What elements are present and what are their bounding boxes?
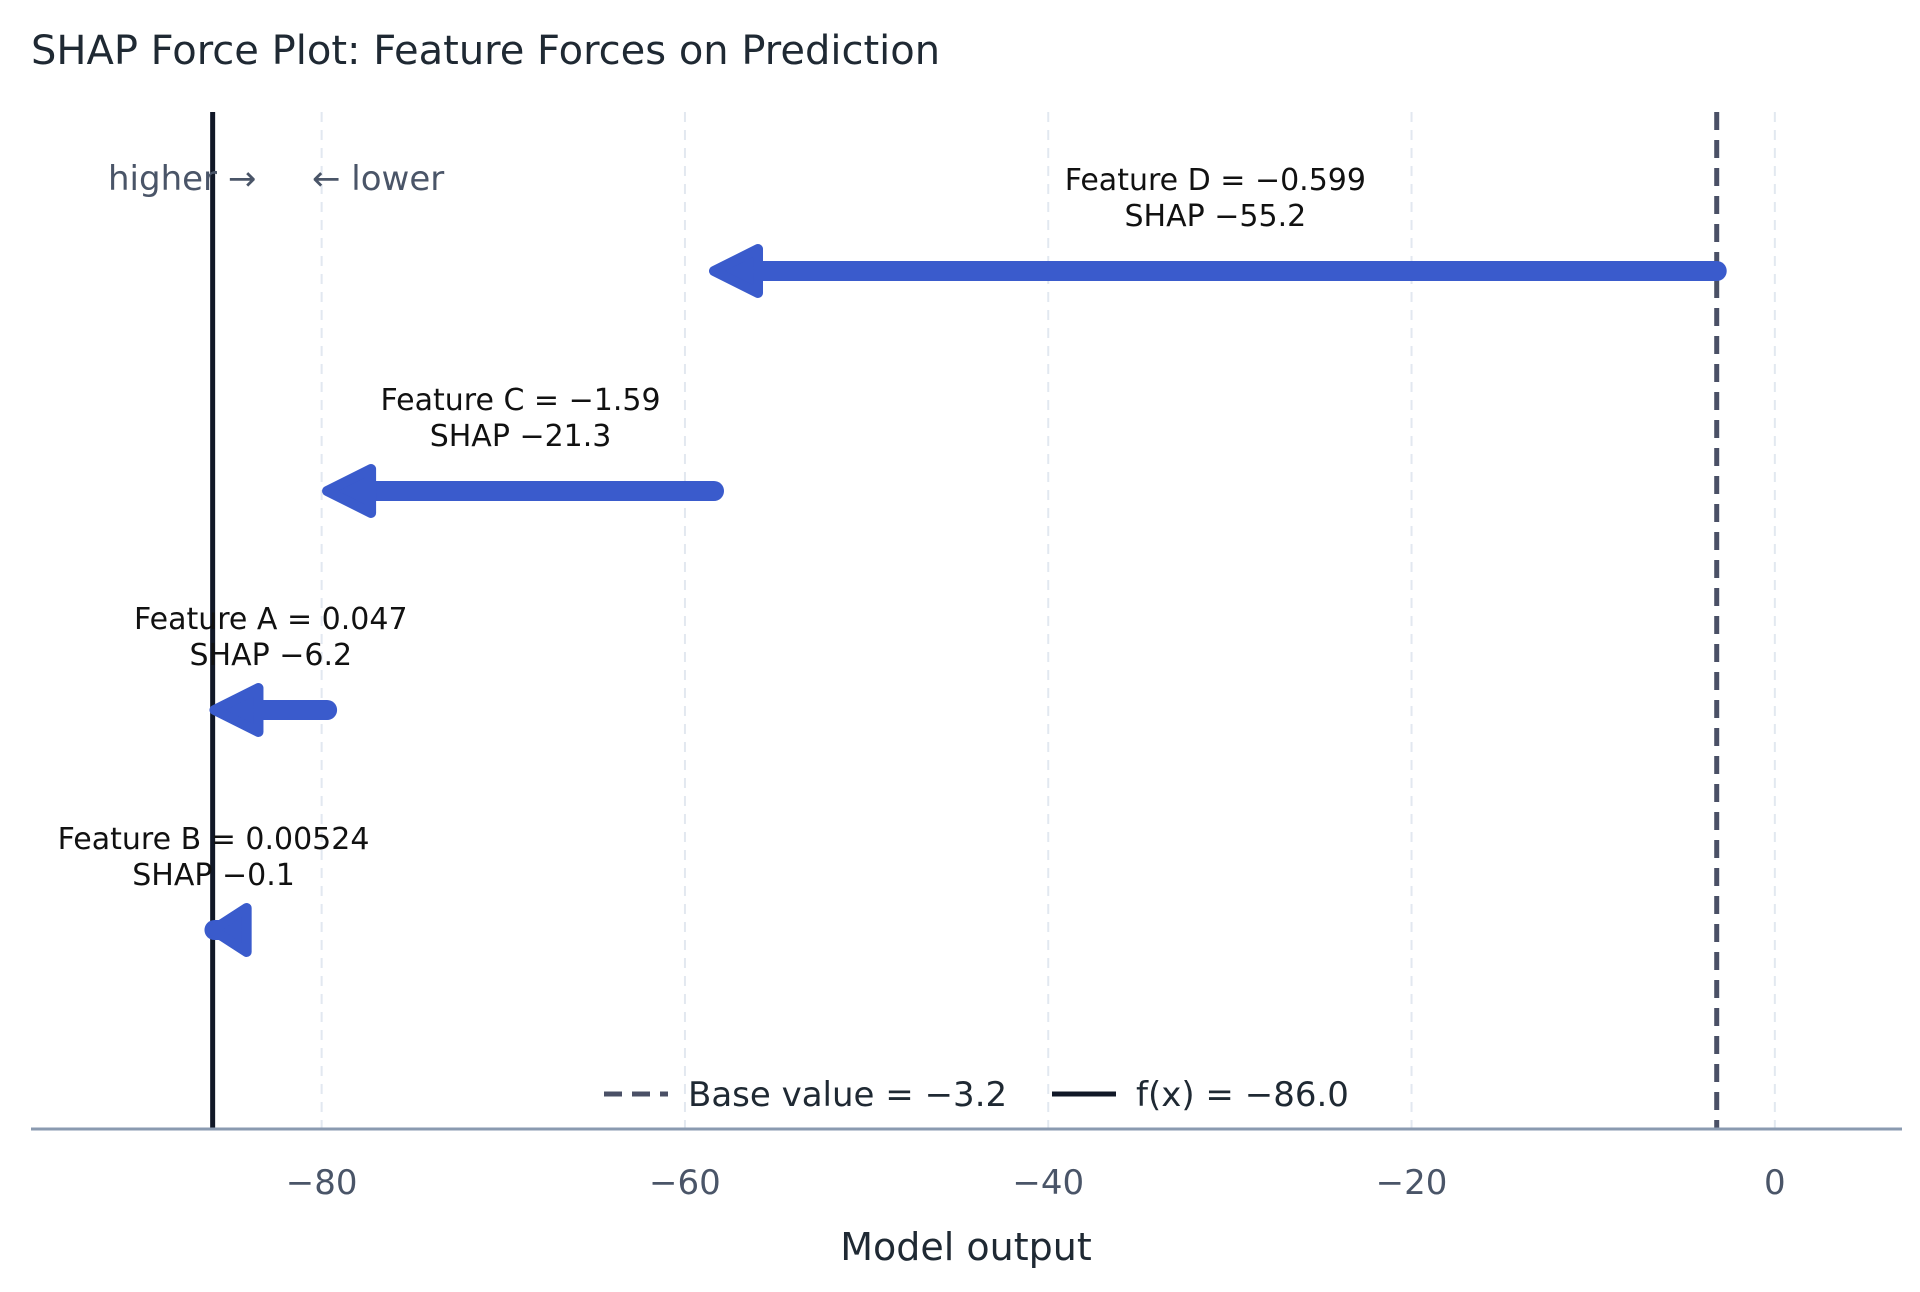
x-tick-label: −40 <box>1012 1163 1084 1203</box>
lower-direction-label: ← lower <box>312 159 444 199</box>
reference-lines <box>210 112 1720 1129</box>
force-arrow-head <box>207 903 252 957</box>
force-arrow-head <box>709 244 764 298</box>
force-shap-label: SHAP −55.2 <box>1125 199 1307 234</box>
force-shap-label: SHAP −21.3 <box>430 419 612 454</box>
x-axis-label: Model output <box>840 1225 1092 1269</box>
force-feature-label: Feature B = 0.00524 <box>58 822 370 857</box>
x-axis: −80 −60 −40 −20 0 <box>31 1127 1902 1203</box>
force-shap-label: SHAP −6.2 <box>189 638 352 673</box>
force-arrow-head <box>322 464 377 518</box>
legend-fx-label: f(x) = −86.0 <box>1136 1075 1349 1115</box>
x-tick-label: −20 <box>1376 1163 1448 1203</box>
force-feature-label: Feature C = −1.59 <box>381 383 661 418</box>
force-arrow-head <box>209 683 264 737</box>
x-tick-label: −80 <box>286 1163 358 1203</box>
grid-layer <box>320 112 1776 1129</box>
chart-title: SHAP Force Plot: Feature Forces on Predi… <box>31 28 940 74</box>
force-feature-label: Feature A = 0.047 <box>134 602 408 637</box>
legend-base-value-label: Base value = −3.2 <box>688 1075 1007 1115</box>
legend: Base value = −3.2 f(x) = −86.0 <box>604 1075 1349 1115</box>
x-tick-label: 0 <box>1764 1163 1786 1203</box>
higher-direction-label: higher → <box>108 159 256 199</box>
x-tick-label: −60 <box>649 1163 721 1203</box>
force-shap-label: SHAP −0.1 <box>132 858 295 893</box>
force-feature-label: Feature D = −0.599 <box>1065 163 1366 198</box>
